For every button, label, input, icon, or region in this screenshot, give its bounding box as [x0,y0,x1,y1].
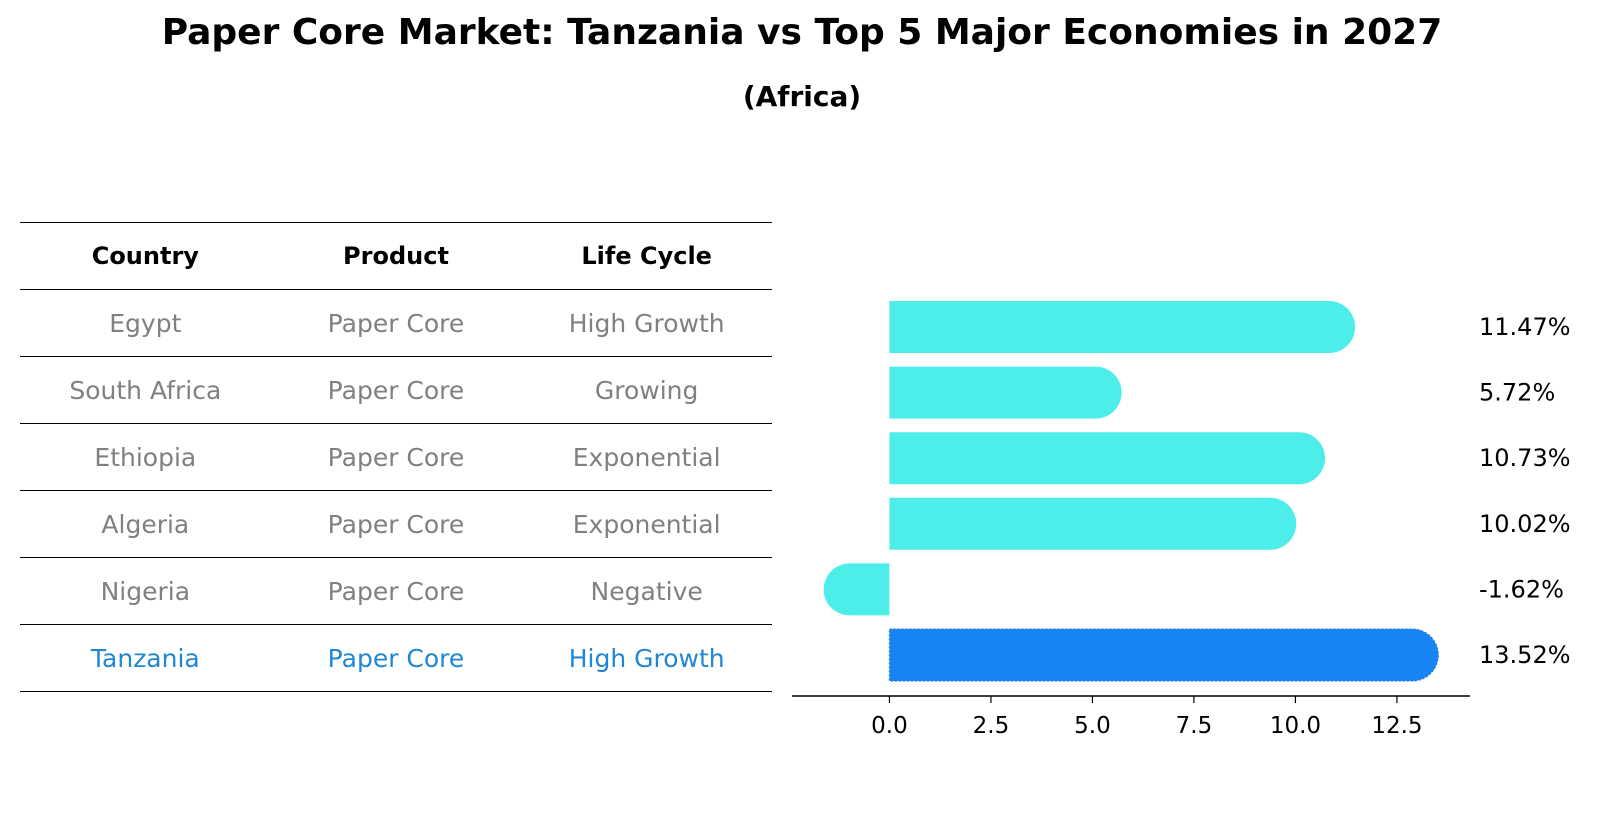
table-row: Algeria Paper Core Exponential [20,490,772,558]
cell-country: Ethiopia [20,423,271,491]
cell-product: Paper Core [270,624,522,692]
table-header-row: Country Product Life Cycle [20,222,772,290]
data-label: -1.62% [1479,575,1564,603]
header-product: Product [270,222,522,290]
cell-country: Tanzania [20,624,271,692]
cell-product: Paper Core [270,490,522,558]
cell-country: South Africa [20,356,271,424]
header-life-cycle: Life Cycle [521,222,772,290]
data-label: 10.73% [1479,444,1571,472]
cell-life-cycle: Negative [521,557,772,625]
table-row: Ethiopia Paper Core Exponential [20,423,772,491]
bar [889,366,1122,419]
cell-country: Algeria [20,490,271,558]
x-tick-label: 12.5 [1371,713,1422,739]
cell-product: Paper Core [270,356,522,424]
bar [889,301,1356,353]
cell-product: Paper Core [270,423,522,491]
market-table: Country Product Life Cycle Egypt Paper C… [20,222,772,692]
chart-title: Paper Core Market: Tanzania vs Top 5 Maj… [161,12,1443,53]
table-row: South Africa Paper Core Growing [20,356,772,424]
bar [889,432,1326,485]
cell-country: Nigeria [20,557,271,625]
header-country: Country [20,222,271,290]
x-tick-label: 10.0 [1270,713,1321,739]
cell-life-cycle: Exponential [521,490,772,558]
x-tick-label: 5.0 [1074,713,1111,739]
table-row-highlighted: Tanzania Paper Core High Growth [20,624,772,692]
cell-life-cycle: Growing [521,356,772,424]
data-label: 11.47% [1479,313,1571,341]
bar [889,497,1297,550]
table-row: Egypt Paper Core High Growth [20,289,772,357]
table-row: Nigeria Paper Core Negative [20,557,772,625]
x-tick-label: 2.5 [973,713,1010,739]
cell-product: Paper Core [270,289,522,357]
data-label: 10.02% [1479,510,1571,538]
data-label: 5.72% [1479,379,1555,407]
x-tick-label: 0.0 [871,713,908,739]
cell-life-cycle: High Growth [521,624,772,692]
data-label: 13.52% [1479,641,1571,669]
bar-highlighted [888,628,1439,682]
cell-product: Paper Core [270,557,522,625]
bar [823,563,890,616]
x-tick-label: 7.5 [1176,713,1213,739]
cell-life-cycle: High Growth [521,289,772,357]
cell-life-cycle: Exponential [521,423,772,491]
chart-subtitle: (Africa) [742,80,862,113]
cell-country: Egypt [20,289,271,357]
